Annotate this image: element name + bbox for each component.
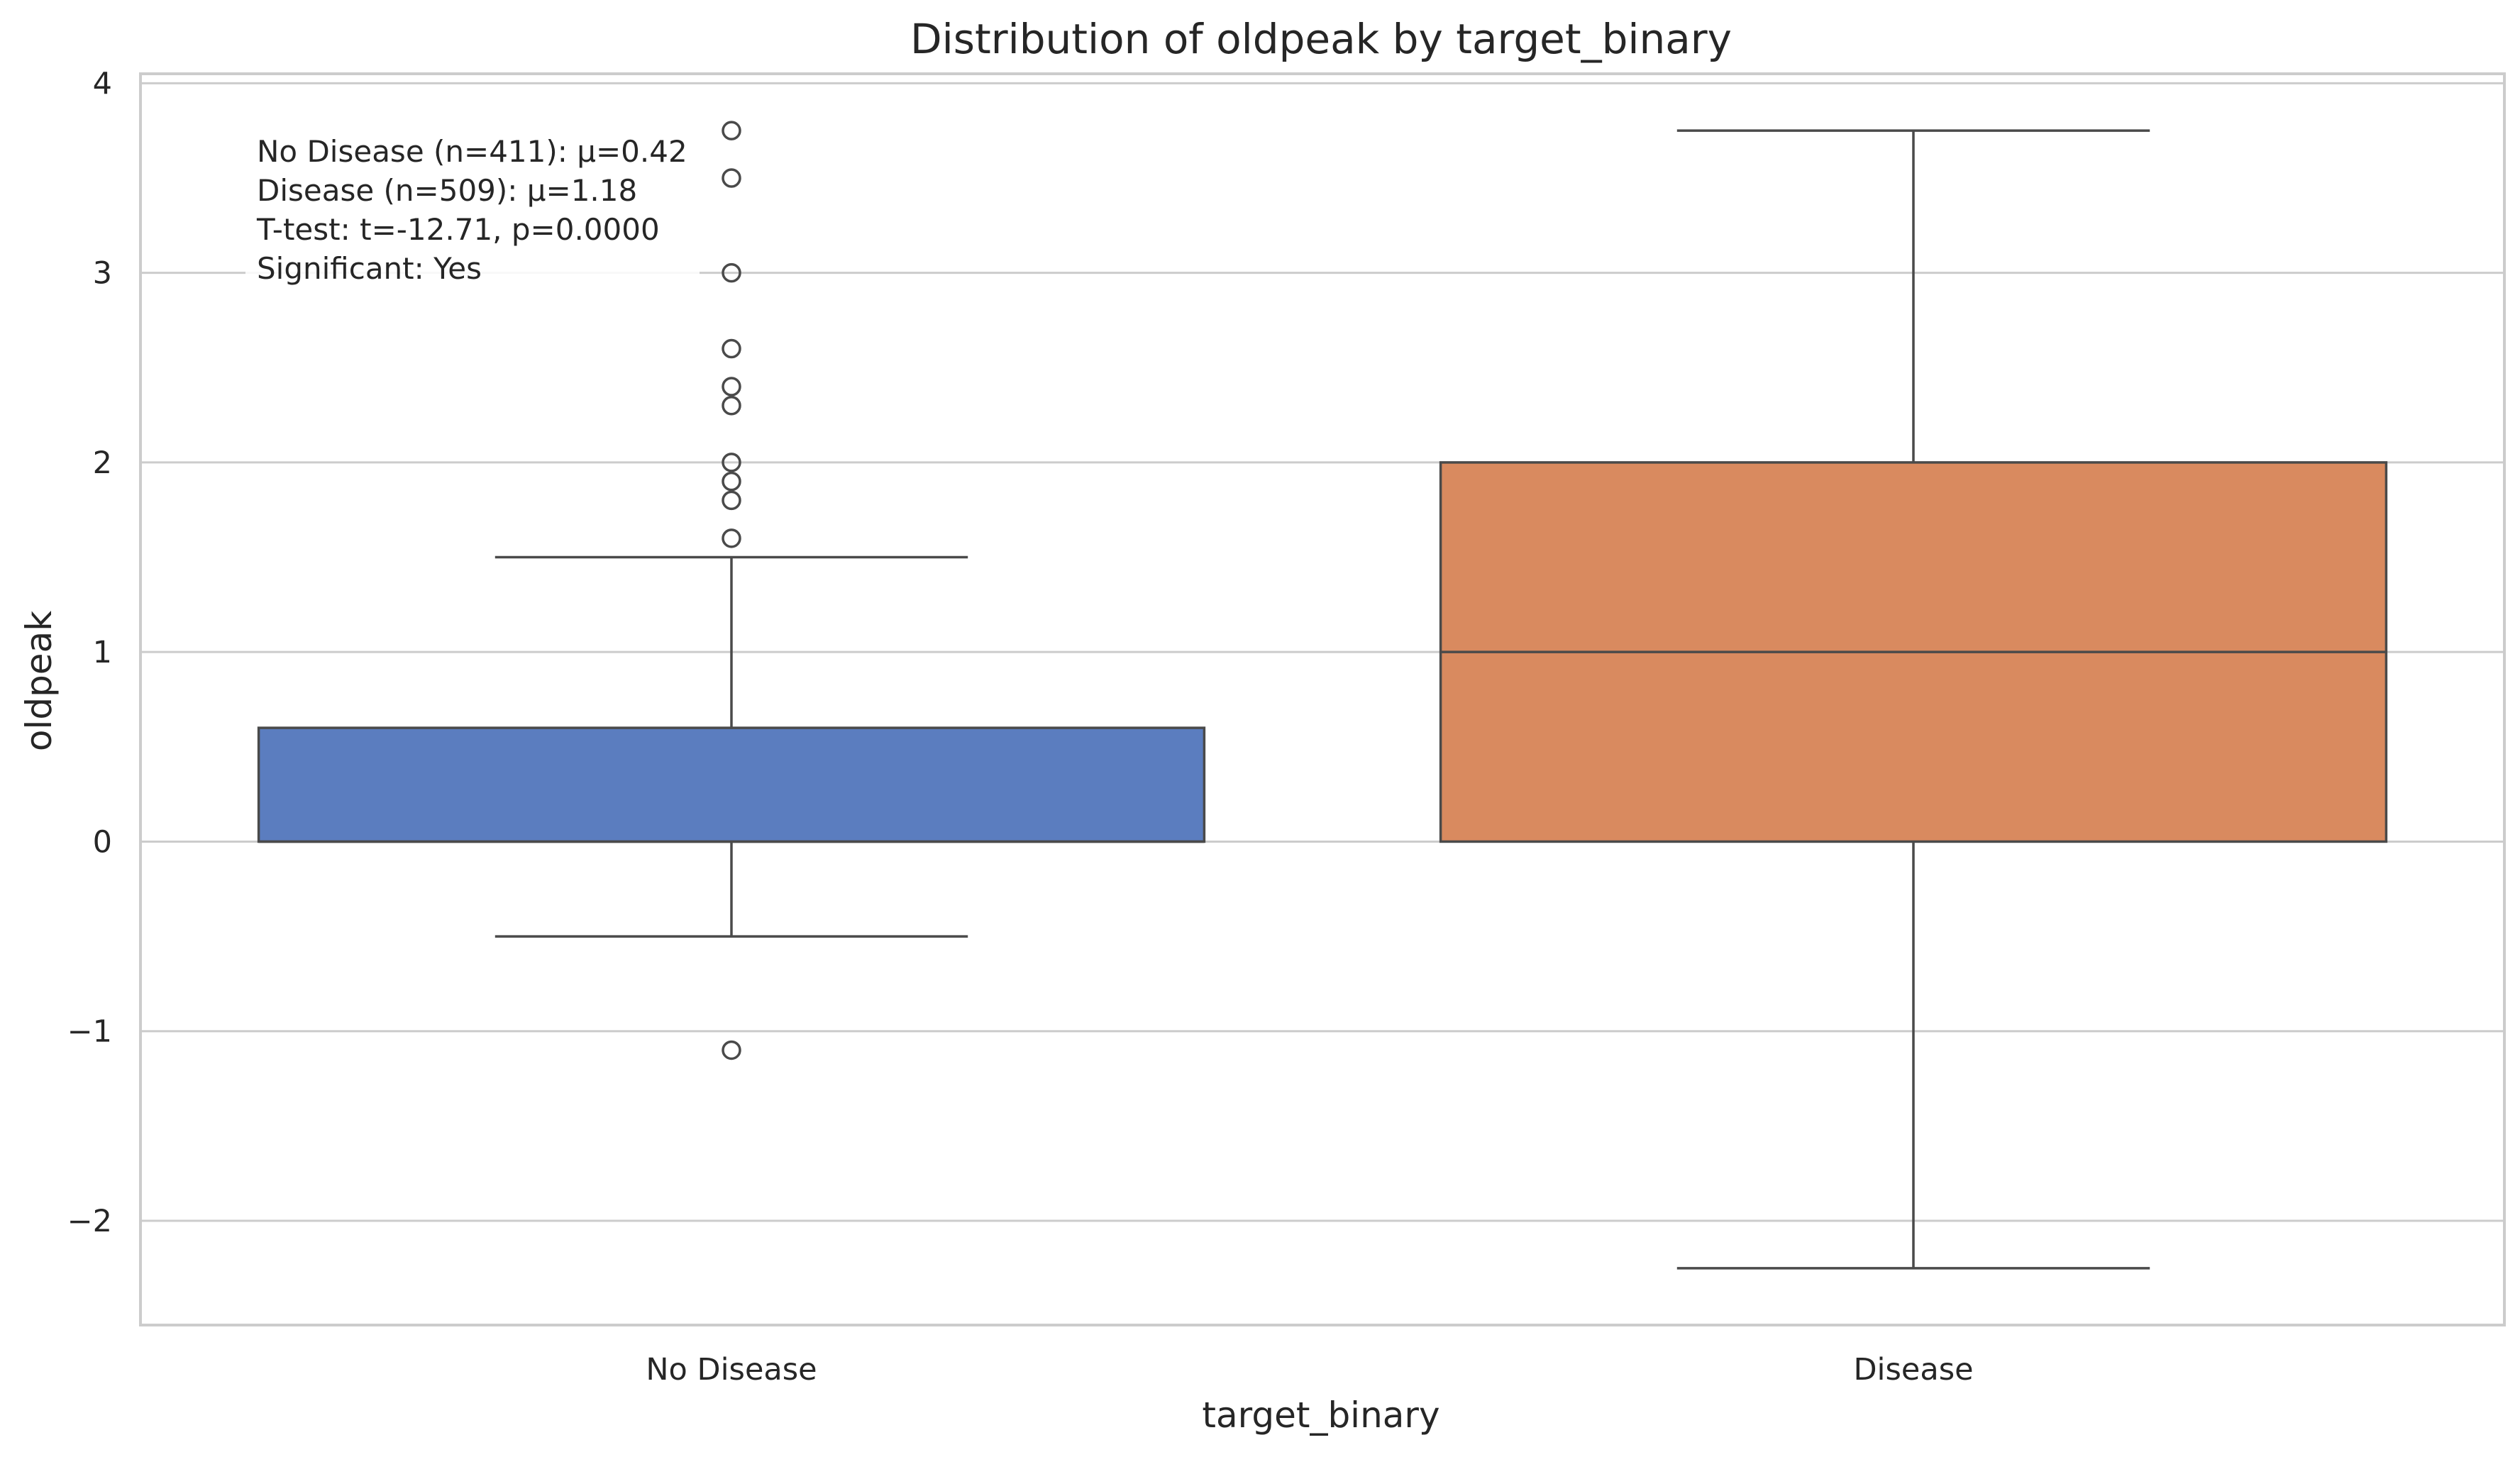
x-tick-label: No Disease <box>646 1352 817 1387</box>
annotation-background <box>245 129 700 294</box>
outlier-point <box>722 1040 741 1060</box>
y-tick-label: −2 <box>67 1204 112 1239</box>
outlier-point <box>722 338 741 359</box>
box-group <box>257 121 1206 1060</box>
y-tick-label: 1 <box>93 635 112 670</box>
x-tick-labels: No Disease Disease <box>646 1352 1973 1387</box>
y-tick-label: 2 <box>93 445 112 481</box>
x-tick-label: Disease <box>1853 1352 1973 1387</box>
y-tick-label: 3 <box>93 256 112 292</box>
outlier-point <box>722 471 741 492</box>
outlier-point <box>722 262 741 283</box>
y-tick-label: 4 <box>93 66 112 101</box>
outlier-point <box>722 121 741 140</box>
outlier-point <box>722 528 741 548</box>
annotation-line: Significant: Yes <box>257 251 482 286</box>
annotation-line: No Disease (n=411): μ=0.42 <box>257 134 687 169</box>
outlier-point <box>722 490 741 511</box>
chart-title: Distribution of oldpeak by target_binary <box>910 15 1732 63</box>
box-group <box>1439 129 2388 1270</box>
outlier-point <box>722 377 741 397</box>
y-tick-labels: −2 −1 0 1 2 3 4 <box>67 66 112 1239</box>
y-tick-label: −1 <box>67 1014 112 1050</box>
box-iqr <box>257 726 1206 843</box>
annotation-line: Disease (n=509): μ=1.18 <box>257 173 637 208</box>
outlier-point <box>722 453 741 472</box>
outlier-point <box>722 395 741 416</box>
plot-frame <box>139 72 2506 1326</box>
y-tick-label: 0 <box>93 824 112 860</box>
x-axis-label: target_binary <box>1202 1395 1439 1436</box>
boxes <box>257 121 2388 1270</box>
annotation-line: T-test: t=-12.71, p=0.0000 <box>256 212 660 247</box>
outlier-point <box>722 168 741 188</box>
stats-annotation: No Disease (n=411): μ=0.42 Disease (n=509… <box>245 129 700 294</box>
y-axis-label: oldpeak <box>18 611 60 751</box>
